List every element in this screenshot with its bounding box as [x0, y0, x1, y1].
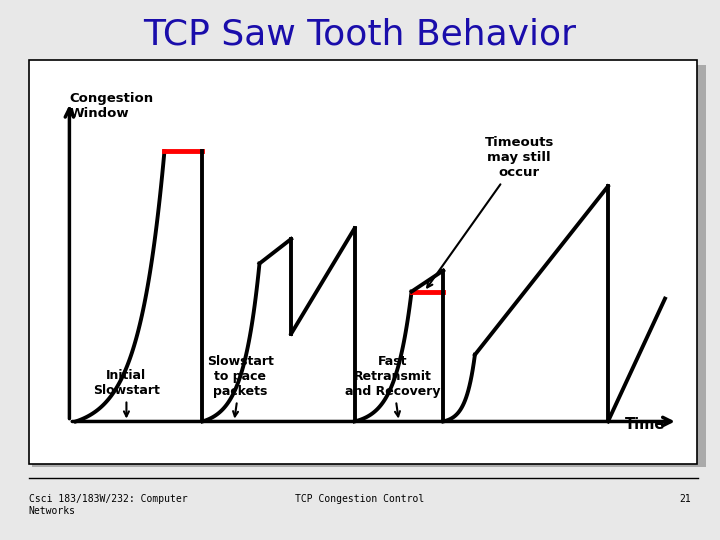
- Text: TCP Saw Tooth Behavior: TCP Saw Tooth Behavior: [143, 17, 577, 51]
- Text: Csci 183/183W/232: Computer
Networks: Csci 183/183W/232: Computer Networks: [29, 494, 187, 516]
- Text: Timeouts
may still
occur: Timeouts may still occur: [427, 136, 554, 287]
- Text: TCP Congestion Control: TCP Congestion Control: [295, 494, 425, 504]
- Text: 21: 21: [680, 494, 691, 504]
- Text: Slowstart
to pace
packets: Slowstart to pace packets: [207, 355, 274, 416]
- Text: Congestion
Window: Congestion Window: [69, 91, 153, 119]
- Text: Initial
Slowstart: Initial Slowstart: [93, 369, 160, 416]
- Text: Fast
Retransmit
and Recovery: Fast Retransmit and Recovery: [345, 355, 441, 416]
- Text: Time: Time: [625, 417, 665, 432]
